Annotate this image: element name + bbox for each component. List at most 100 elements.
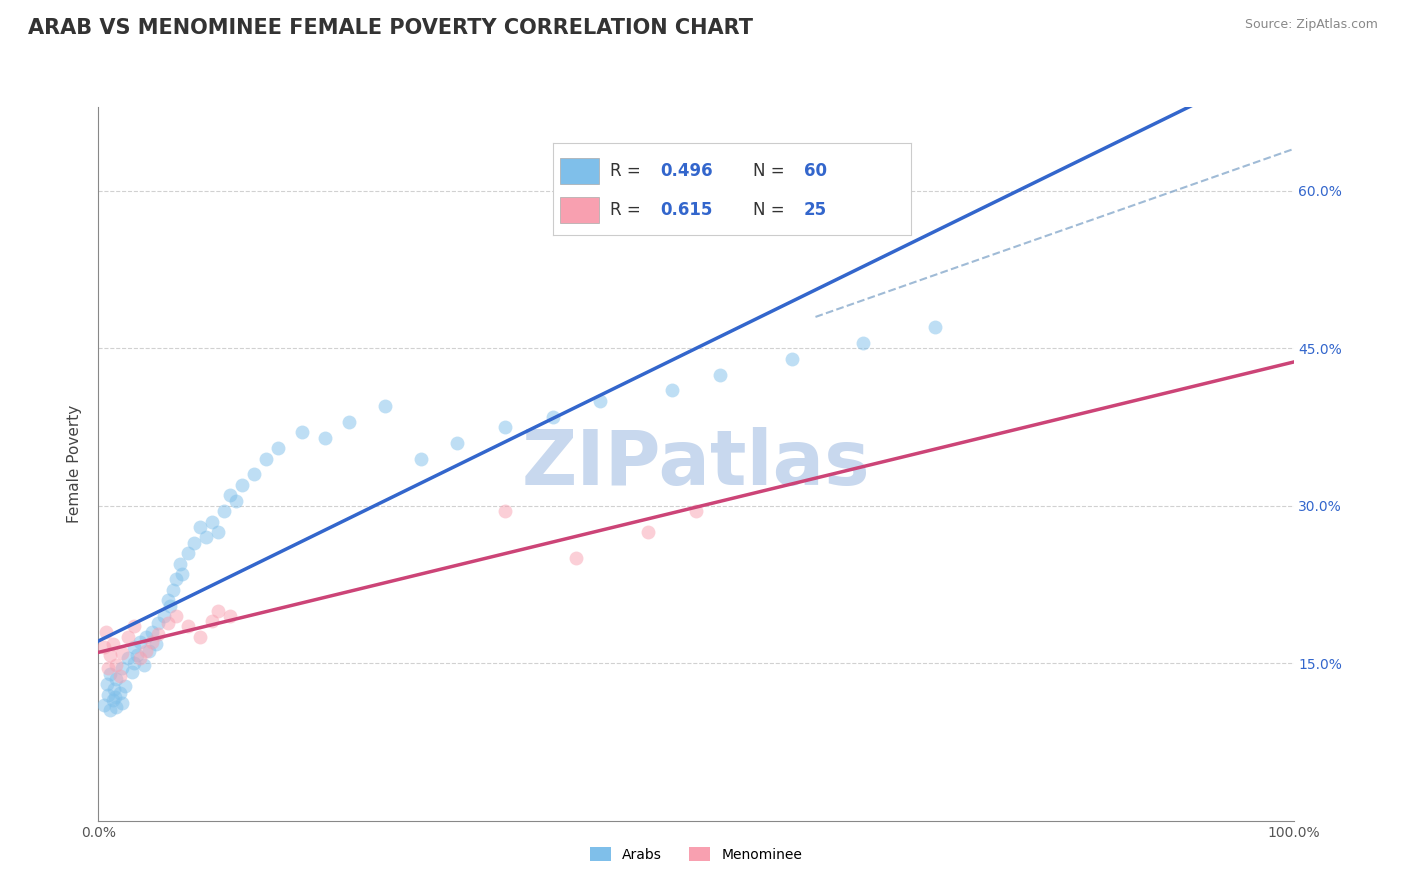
Point [138,643,160,657]
Point [494,504,516,518]
Point [105,672,128,686]
Point [201,515,224,529]
Point [685,504,707,518]
Point [105,700,128,714]
Point [124,657,146,671]
Bar [560,158,599,184]
Point [141,635,163,649]
Point [96,677,118,691]
Point [103,682,125,697]
Point [194,530,218,544]
Point [132,658,155,673]
Y-axis label: Female Poverty: Female Poverty [67,405,83,523]
Point [243,467,266,482]
Point [104,690,127,704]
Point [148,627,170,641]
Text: N =: N = [754,161,790,179]
Point [124,619,146,633]
Point [183,535,205,549]
Point [135,643,157,657]
Point [97,688,120,702]
Text: N =: N = [754,201,790,219]
Point [411,451,433,466]
Point [105,658,128,673]
Point [589,393,612,408]
Text: R =: R = [610,201,645,219]
Point [201,614,224,628]
Text: 0.496: 0.496 [661,161,713,179]
Point [254,451,277,466]
Point [709,368,731,382]
Point [267,441,290,455]
Point [93,698,115,713]
Point [98,703,122,717]
Point [121,665,143,679]
Point [111,661,134,675]
Text: 60: 60 [804,161,827,179]
Point [114,679,136,693]
Point [637,524,659,539]
Point [141,624,163,639]
Point [177,619,200,633]
Point [291,425,314,440]
Point [148,616,170,631]
Point [212,504,235,518]
Legend: Arabs, Menominee: Arabs, Menominee [585,841,807,867]
Point [219,488,242,502]
Point [188,630,211,644]
Point [852,336,875,351]
Point [101,637,124,651]
Bar [560,196,599,222]
Point [339,415,360,429]
Point [98,648,122,662]
Point [165,572,187,586]
Text: ZIPatlas: ZIPatlas [522,427,870,500]
Point [315,431,337,445]
Point [93,640,115,655]
Point [374,399,396,413]
Point [108,669,131,683]
Point [117,651,139,665]
Point [145,637,167,651]
Point [94,624,117,639]
Point [541,409,564,424]
Point [124,640,146,655]
Point [111,646,134,660]
Point [97,661,120,675]
Point [108,685,131,699]
Text: 25: 25 [804,201,827,219]
Point [159,599,181,613]
Text: Source: ZipAtlas.com: Source: ZipAtlas.com [1244,18,1378,31]
Point [129,651,152,665]
Text: 0.615: 0.615 [661,201,713,219]
Point [494,420,516,434]
Point [165,609,187,624]
Point [117,630,139,644]
Point [207,604,229,618]
Point [231,478,253,492]
Point [156,593,179,607]
Point [219,609,242,624]
Point [446,435,468,450]
Point [153,609,176,624]
Point [188,520,211,534]
Point [172,567,194,582]
Point [111,696,134,710]
Point [101,693,124,707]
Point [207,524,229,539]
Text: ARAB VS MENOMINEE FEMALE POVERTY CORRELATION CHART: ARAB VS MENOMINEE FEMALE POVERTY CORRELA… [28,18,754,37]
Point [135,630,157,644]
Point [169,557,191,571]
Point [780,351,803,366]
Point [177,546,200,560]
Point [129,635,152,649]
Point [98,666,122,681]
Point [924,320,946,334]
Point [661,384,683,398]
Point [225,493,247,508]
Point [162,582,184,597]
Point [156,616,179,631]
Text: R =: R = [610,161,645,179]
Point [125,648,148,662]
Point [565,551,588,566]
